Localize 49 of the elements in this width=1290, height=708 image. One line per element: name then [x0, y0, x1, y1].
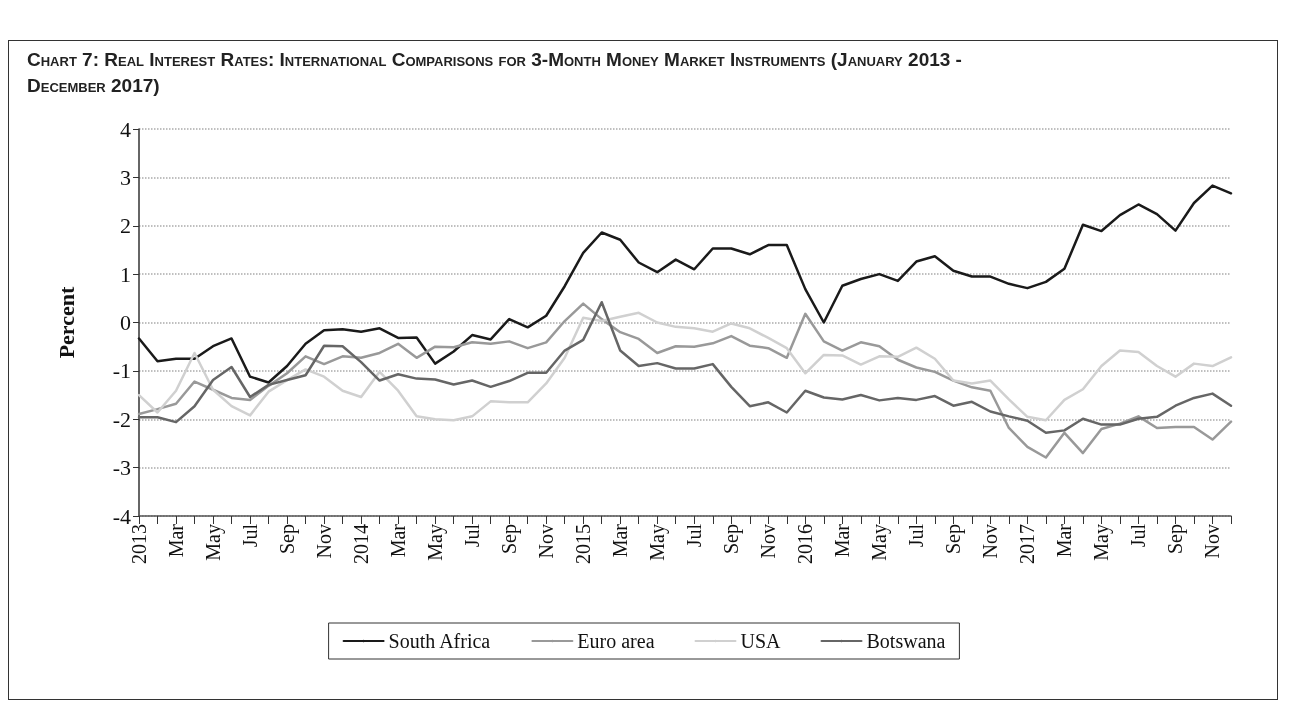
x-tick-label: Sep — [720, 524, 744, 554]
x-tick-label: Mar — [831, 523, 854, 558]
x-tick-label: Nov — [313, 524, 336, 559]
x-tick-label: Nov — [535, 524, 558, 559]
x-tick-label: Jul — [905, 523, 928, 548]
y-axis-title: Percent — [53, 286, 79, 359]
x-tick-label: Sep — [276, 524, 300, 554]
x-tick-label: Sep — [1164, 524, 1188, 554]
x-tick-label: Sep — [498, 524, 522, 554]
line-series — [137, 311, 1233, 422]
chart-title: Chart 7: Real Interest Rates: International Comparisons for 3-Month Money Market Instruments (January 2013 - December 2017) — [27, 48, 963, 98]
x-tick-label: Jul — [683, 523, 706, 548]
y-tick-label: 0 — [120, 310, 131, 335]
line-series — [137, 300, 1233, 435]
y-tick-label: -4 — [112, 503, 131, 529]
x-tick-label: Mar — [1053, 523, 1076, 558]
x-tick-label: Jul — [1127, 523, 1150, 548]
x-tick-label: 2015 — [572, 524, 595, 564]
x-tick-label: Nov — [757, 524, 780, 559]
x-tick-label: May — [1090, 524, 1114, 561]
x-tick-label: 2016 — [794, 524, 817, 564]
x-tick-label: Jul — [461, 523, 484, 548]
legend-label: Botswana — [866, 630, 946, 652]
legend-label: South Africa — [388, 630, 491, 652]
x-tick-label: 2013 — [128, 524, 150, 564]
legend-label: Euro area — [577, 630, 655, 652]
x-tick-label: Mar — [387, 523, 410, 558]
y-tick-label: 1 — [120, 261, 131, 287]
x-tick-label: May — [646, 524, 670, 561]
x-tick-label: Mar — [609, 523, 632, 558]
line-series — [137, 184, 1233, 384]
x-tick-label: Jul — [239, 523, 262, 548]
x-tick-label: May — [424, 524, 448, 561]
y-tick-label: 2 — [120, 213, 131, 239]
x-tick-label: 2014 — [350, 524, 373, 564]
x-tick-label: Sep — [942, 524, 966, 554]
x-tick-label: Nov — [1201, 524, 1224, 559]
y-tick-label: 4 — [120, 116, 131, 142]
x-tick-label: May — [202, 524, 226, 561]
y-tick-label: -2 — [112, 406, 131, 432]
y-tick-label: -3 — [112, 455, 131, 481]
x-tick-label: Mar — [165, 523, 188, 558]
y-tick-label: -1 — [112, 358, 131, 384]
y-tick-label: 3 — [120, 164, 131, 190]
x-tick-label: 2017 — [1016, 524, 1039, 564]
legend-label: USA — [740, 630, 782, 652]
x-tick-label: Nov — [979, 524, 1002, 559]
x-tick-label: May — [868, 524, 892, 561]
line-series — [137, 302, 1233, 459]
